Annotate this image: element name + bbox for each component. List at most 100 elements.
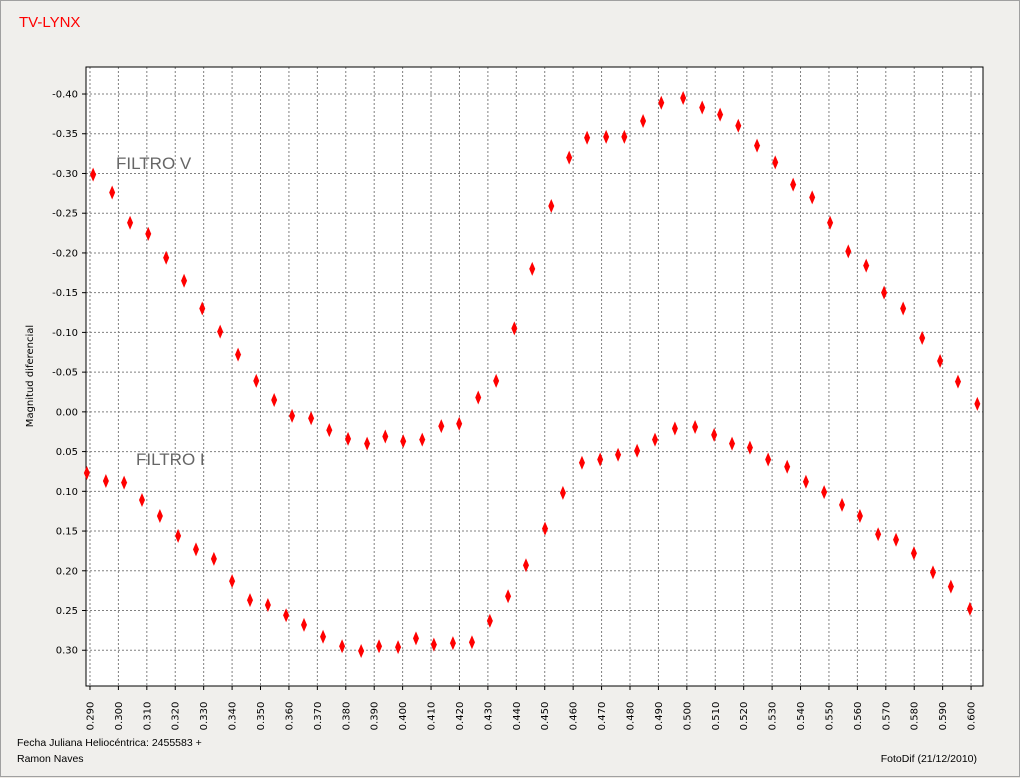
data-point [929, 565, 936, 580]
data-point [765, 452, 772, 467]
data-point [217, 324, 224, 339]
plot-area [86, 67, 983, 686]
data-point [438, 419, 445, 434]
y-tick-label: 0.25 [56, 606, 78, 617]
data-point [90, 167, 97, 182]
y-tick-label: 0.15 [56, 527, 78, 538]
x-tick-label: 0.400 [398, 702, 409, 731]
data-point [699, 100, 706, 115]
data-point [881, 285, 888, 300]
x-tick-label: 0.490 [654, 702, 665, 731]
y-tick-label: -0.40 [52, 90, 78, 101]
x-tick-label: 0.520 [739, 702, 750, 731]
data-point [784, 459, 791, 474]
data-point [640, 114, 647, 129]
x-tick-label: 0.360 [284, 702, 295, 731]
data-point [308, 411, 315, 426]
x-tick-label: 0.430 [483, 702, 494, 731]
data-point [578, 455, 585, 470]
y-tick-label: -0.20 [52, 248, 78, 259]
x-tick-label: 0.480 [625, 702, 636, 731]
data-point [246, 593, 253, 608]
data-point [382, 429, 389, 444]
data-point [729, 436, 736, 451]
author: Ramon Naves [17, 753, 84, 765]
plot-frame [85, 66, 984, 687]
data-point [175, 528, 182, 543]
x-tick-label: 0.300 [114, 702, 125, 731]
y-tick-label: -0.05 [52, 368, 78, 379]
data-point [121, 475, 128, 490]
data-point [505, 589, 512, 604]
data-point [345, 431, 352, 446]
data-point [320, 629, 327, 644]
x-tick-label: 0.550 [824, 702, 835, 731]
data-point [522, 558, 529, 573]
data-point [449, 636, 456, 651]
data-point [845, 244, 852, 259]
y-tick-label: 0.30 [56, 646, 78, 657]
software-note: FotoDif (21/12/2010) [881, 753, 977, 765]
data-point [790, 177, 797, 192]
data-point [271, 392, 278, 407]
data-point [181, 273, 188, 288]
data-point [863, 258, 870, 273]
data-point [954, 374, 961, 389]
data-point [692, 419, 699, 434]
x-axis-label: Fecha Juliana Heliocéntrica: 2455583 + [17, 737, 202, 749]
data-point [412, 631, 419, 646]
x-tick-label: 0.470 [597, 702, 608, 731]
data-point [419, 432, 426, 447]
data-point [109, 185, 116, 200]
x-tick-label: 0.350 [256, 702, 267, 731]
data-point [264, 597, 271, 612]
x-tick-label: 0.420 [455, 702, 466, 731]
x-tick-label: 0.530 [768, 702, 779, 731]
data-point [127, 215, 134, 230]
data-point [559, 485, 566, 500]
data-point [326, 423, 333, 438]
x-tick-label: 0.510 [711, 702, 722, 731]
data-point [652, 432, 659, 447]
data-point [584, 130, 591, 145]
data-point [947, 579, 954, 594]
x-tick-label: 0.500 [682, 702, 693, 731]
chart-title: TV-LYNX [19, 14, 80, 31]
data-point [289, 408, 296, 423]
data-point [358, 644, 365, 659]
data-point [634, 443, 641, 458]
y-tick-label: 0.20 [56, 566, 78, 577]
data-point [658, 95, 665, 110]
x-tick-label: 0.600 [967, 702, 978, 731]
x-tick-label: 0.320 [171, 702, 182, 731]
y-tick-label: -0.15 [52, 288, 78, 299]
data-point [235, 347, 242, 362]
data-point [566, 150, 573, 165]
data-point [821, 485, 828, 500]
data-point [468, 635, 475, 650]
data-point [671, 421, 678, 436]
data-point [809, 190, 816, 205]
x-tick-label: 0.570 [881, 702, 892, 731]
data-point [802, 474, 809, 489]
x-tick-label: 0.410 [427, 702, 438, 731]
y-tick-label: 0.00 [56, 407, 78, 418]
y-axis-label: Magnitud diferencial [25, 325, 36, 427]
data-point [283, 608, 290, 623]
x-tick-label: 0.450 [540, 702, 551, 731]
data-point [856, 508, 863, 523]
data-point [400, 434, 407, 449]
data-point [717, 107, 724, 122]
data-point [229, 574, 236, 589]
data-point [910, 546, 917, 561]
data-point [875, 527, 882, 542]
x-tick-label: 0.330 [199, 702, 210, 731]
data-point [900, 301, 907, 316]
data-point [615, 447, 622, 462]
data-point [966, 601, 973, 616]
data-point [529, 261, 536, 276]
x-tick-label: 0.310 [142, 702, 153, 731]
x-tick-label: 0.380 [341, 702, 352, 731]
